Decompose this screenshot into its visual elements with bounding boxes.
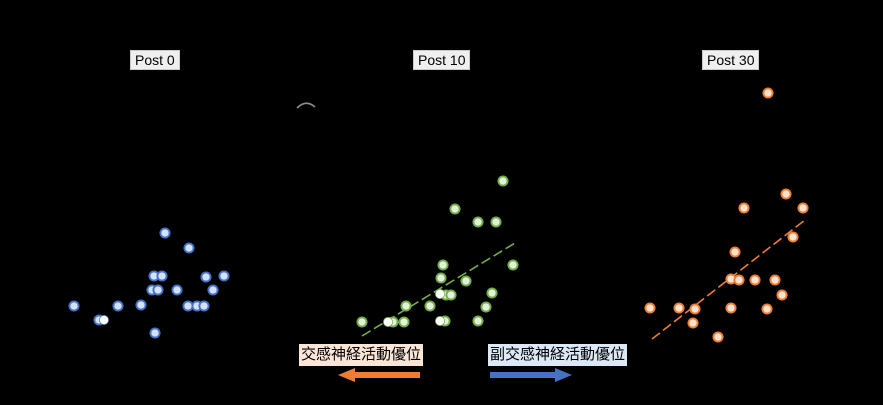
scatter-point-overlap [435,289,445,299]
scatter-point [183,242,195,254]
scatter-point [497,175,509,187]
sympathetic-left-arrow-icon [338,368,420,382]
scatter-point [712,331,724,343]
scatter-point-overlap [435,316,445,326]
scatter-point [207,284,219,296]
scatter-point [787,231,799,243]
parasympathetic-right-arrow-icon [490,368,572,382]
scatter-point [218,270,230,282]
scatter-point [156,270,168,282]
panel-title-post30: Post 30 [702,50,760,70]
scatter-point [725,302,737,314]
scatter-point [689,303,701,315]
scatter-point [780,188,792,200]
scatter-point [687,317,699,329]
scatter-point [149,327,161,339]
scatter-point [762,87,774,99]
panel-title-post10: Post 10 [413,50,471,70]
scatter-point [644,302,656,314]
parasympathetic-label: 副交感神経活動優位 [488,344,628,366]
scatter-point [507,259,519,271]
scatter-point [769,274,781,286]
scatter-point [182,300,194,312]
scatter-point [171,284,183,296]
sympathetic-label: 交感神経活動優位 [299,344,424,366]
scatter-point [472,315,484,327]
scatter-point [729,246,741,258]
scatter-point [472,216,484,228]
scatter-point [673,302,685,314]
scatter-point [424,300,436,312]
scatter-point-overlap [383,317,393,327]
arrow-shaft [355,372,420,378]
scatter-point [445,289,457,301]
scatter-point [797,202,809,214]
scatter-point [460,275,472,287]
stray-arc [296,102,316,109]
scatter-point [449,203,461,215]
panel-title-post0: Post 0 [130,50,180,70]
scatter-point [135,299,147,311]
scatter-point [480,301,492,313]
trendline [651,219,806,340]
scatter-point-overlap [99,315,109,325]
scatter-point [738,202,750,214]
scatter-point [68,300,80,312]
scatter-point [435,272,447,284]
scatter-point [356,316,368,328]
scatter-point [400,300,412,312]
scatter-point [749,274,761,286]
scatter-point [152,284,164,296]
scatter-point [486,287,498,299]
scatter-point [761,303,773,315]
arrow-shaft [490,372,555,378]
arrow-head [338,368,355,382]
arrow-head [555,368,572,382]
scatter-point [159,227,171,239]
scatter-point [490,216,502,228]
scatter-point [198,300,210,312]
scatter-point [776,289,788,301]
scatter-point [200,271,212,283]
scatter-point [112,300,124,312]
scatter-point [437,259,449,271]
scatter-point [398,316,410,328]
scatter-point [733,274,745,286]
